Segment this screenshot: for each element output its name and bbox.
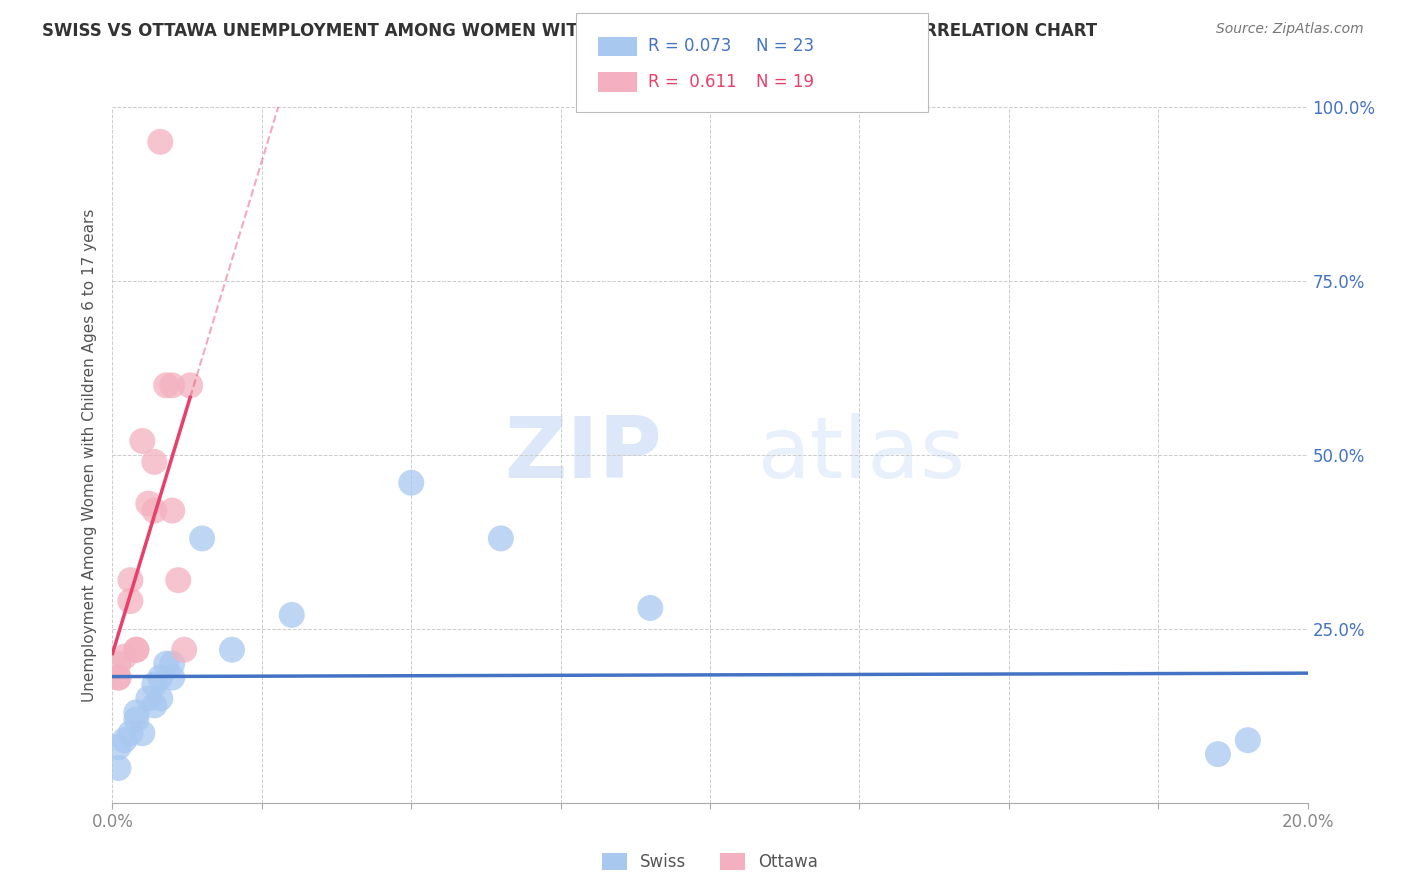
Point [149, 691, 172, 706]
Point [120, 573, 142, 587]
Text: SWISS VS OTTAWA UNEMPLOYMENT AMONG WOMEN WITH CHILDREN AGES 6 TO 17 YEARS CORREL: SWISS VS OTTAWA UNEMPLOYMENT AMONG WOMEN… [42, 22, 1097, 40]
Point [401, 475, 423, 490]
Point [191, 532, 214, 546]
Point [125, 712, 148, 726]
Text: R = 0.073: R = 0.073 [648, 37, 731, 55]
Point [120, 594, 142, 608]
Point [143, 677, 166, 691]
Y-axis label: Unemployment Among Women with Children Ages 6 to 17 years: Unemployment Among Women with Children A… [82, 208, 97, 702]
Point [107, 761, 129, 775]
Point [281, 607, 304, 622]
Point [131, 726, 153, 740]
Legend: Swiss, Ottawa: Swiss, Ottawa [595, 847, 825, 878]
Point [155, 657, 177, 671]
Point [107, 671, 129, 685]
Point [638, 601, 662, 615]
Point [489, 532, 512, 546]
Point [162, 671, 183, 685]
Point [138, 497, 160, 511]
Text: ZIP: ZIP [505, 413, 662, 497]
Text: Source: ZipAtlas.com: Source: ZipAtlas.com [1216, 22, 1364, 37]
Point [162, 378, 183, 392]
Point [143, 503, 166, 517]
Point [1206, 747, 1229, 761]
Point [143, 455, 166, 469]
Point [162, 503, 183, 517]
Point [167, 573, 190, 587]
Point [125, 706, 148, 720]
Point [131, 434, 153, 448]
Point [107, 671, 129, 685]
Point [138, 691, 160, 706]
Point [107, 657, 129, 671]
Point [1237, 733, 1260, 747]
Point [173, 642, 195, 657]
Text: R =  0.611: R = 0.611 [648, 73, 737, 91]
Point [162, 657, 183, 671]
Point [179, 378, 201, 392]
Point [149, 135, 172, 149]
Point [221, 642, 243, 657]
Point [149, 671, 172, 685]
Point [107, 740, 129, 755]
Point [155, 378, 177, 392]
Text: N = 23: N = 23 [756, 37, 814, 55]
Point [143, 698, 166, 713]
Text: N = 19: N = 19 [756, 73, 814, 91]
Point [114, 649, 135, 664]
Point [114, 733, 135, 747]
Point [125, 642, 148, 657]
Point [125, 642, 148, 657]
Point [120, 726, 142, 740]
Text: atlas: atlas [758, 413, 966, 497]
